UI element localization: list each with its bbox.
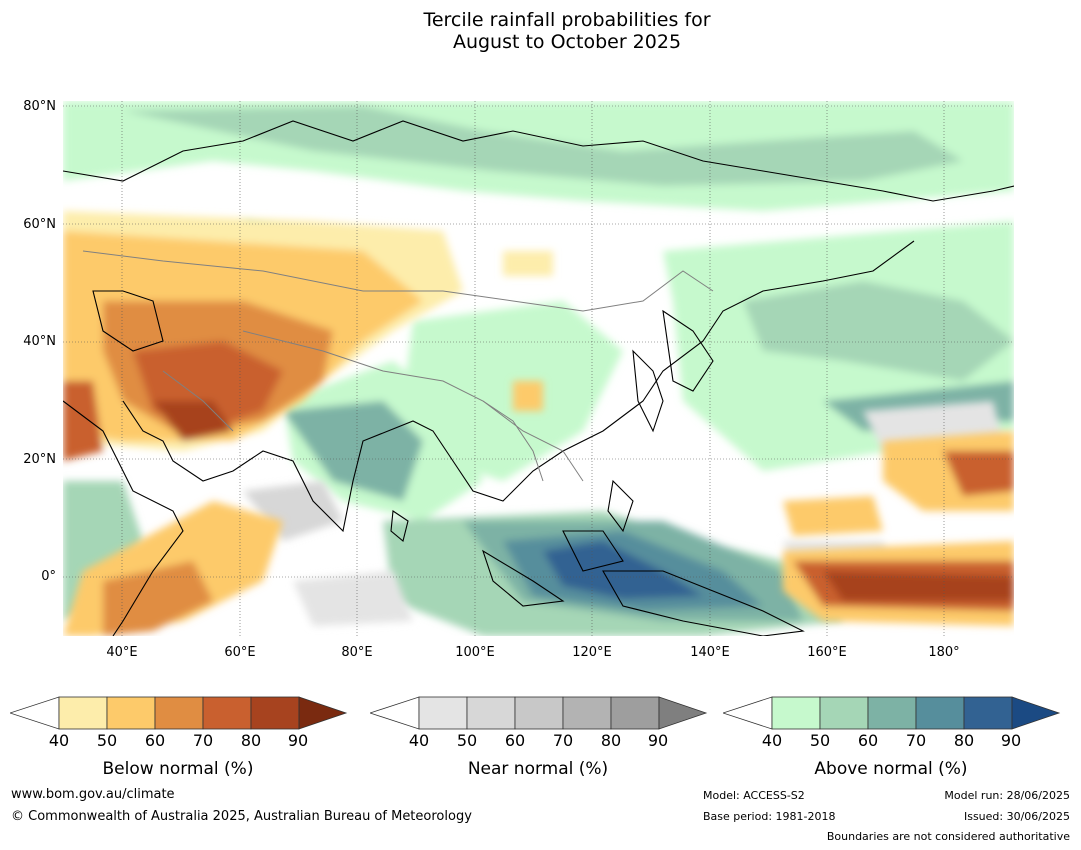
colorbar-min-extend bbox=[721, 696, 773, 730]
copyright: © Commonwealth of Australia 2025, Austra… bbox=[11, 809, 472, 824]
colorbar-bin bbox=[58, 696, 108, 730]
lon-label: 40°E bbox=[106, 645, 138, 660]
colorbar-near-normal bbox=[368, 696, 710, 734]
lat-label: 60°N bbox=[23, 217, 56, 232]
tick-label: 70 bbox=[552, 731, 574, 750]
model-info: Model: ACCESS-S2 bbox=[703, 789, 805, 802]
colorbar-bin bbox=[202, 696, 252, 730]
colorbar-bin bbox=[106, 696, 156, 730]
tick-label: 80 bbox=[600, 731, 622, 750]
colorbar-below-svg bbox=[8, 696, 348, 730]
lon-label: 180° bbox=[928, 645, 960, 660]
colorbar-near-title: Near normal (%) bbox=[467, 759, 609, 779]
colorbar-above-normal bbox=[721, 696, 1063, 734]
base-period: Base period: 1981-2018 bbox=[703, 810, 836, 823]
colorbar-below-ticks: 40 50 60 70 80 90 bbox=[10, 731, 350, 753]
tick-label: 40 bbox=[408, 731, 430, 750]
lon-label: 60°E bbox=[224, 645, 256, 660]
tick-label: 60 bbox=[857, 731, 879, 750]
colorbar-near-svg bbox=[368, 696, 708, 730]
colorbar-near-ticks: 40 50 60 70 80 90 bbox=[370, 731, 710, 753]
tick-label: 80 bbox=[953, 731, 975, 750]
colorbar-bin bbox=[466, 696, 516, 730]
lat-label: 40°N bbox=[23, 334, 56, 349]
colorbar-bin bbox=[610, 696, 660, 730]
map-title: Tercile rainfall probabilities for Augus… bbox=[0, 9, 1081, 53]
source-url: www.bom.gov.au/climate bbox=[11, 787, 175, 802]
tick-label: 50 bbox=[456, 731, 478, 750]
lat-label: 20°N bbox=[23, 452, 56, 467]
colorbar-above-svg bbox=[721, 696, 1061, 730]
colorbar-min-extend bbox=[368, 696, 420, 730]
tick-label: 50 bbox=[809, 731, 831, 750]
lon-label: 160°E bbox=[807, 645, 847, 660]
map-svg bbox=[62, 101, 1015, 637]
colorbar-max-extend bbox=[298, 696, 348, 730]
colorbar-bin bbox=[963, 696, 1013, 730]
tick-label: 60 bbox=[144, 731, 166, 750]
lon-label: 140°E bbox=[690, 645, 730, 660]
colorbar-below-normal bbox=[8, 696, 350, 734]
colorbar-below-title: Below normal (%) bbox=[102, 759, 254, 779]
lat-label: 80°N bbox=[23, 99, 56, 114]
tick-label: 80 bbox=[240, 731, 262, 750]
colorbar-min-extend bbox=[8, 696, 60, 730]
colorbar-above-title: Above normal (%) bbox=[814, 759, 968, 779]
colorbar-bin bbox=[915, 696, 965, 730]
tick-label: 70 bbox=[905, 731, 927, 750]
tick-label: 40 bbox=[761, 731, 783, 750]
country-borders bbox=[82, 250, 714, 482]
colorbar-above-ticks: 40 50 60 70 80 90 bbox=[723, 731, 1063, 753]
issued-date: Issued: 30/06/2025 bbox=[963, 810, 1070, 823]
lon-label: 100°E bbox=[455, 645, 495, 660]
below-normal-regions bbox=[63, 211, 1014, 636]
colorbar-bin bbox=[514, 696, 564, 730]
tick-label: 60 bbox=[504, 731, 526, 750]
model-run: Model run: 28/06/2025 bbox=[944, 789, 1070, 802]
coastlines bbox=[62, 120, 1015, 637]
lat-label: 0° bbox=[41, 569, 56, 584]
graticule bbox=[63, 101, 1014, 636]
lon-label: 80°E bbox=[341, 645, 373, 660]
colorbar-bin bbox=[154, 696, 204, 730]
disclaimer: Boundaries are not considered authoritat… bbox=[826, 830, 1070, 843]
colorbar-bin bbox=[418, 696, 468, 730]
probability-map bbox=[62, 101, 1015, 637]
tick-label: 70 bbox=[192, 731, 214, 750]
colorbar-bin bbox=[771, 696, 821, 730]
tick-label: 90 bbox=[647, 731, 669, 750]
colorbar-bin bbox=[250, 696, 300, 730]
title-line-1: Tercile rainfall probabilities for bbox=[423, 9, 711, 31]
tick-label: 90 bbox=[287, 731, 309, 750]
title-line-2: August to October 2025 bbox=[452, 31, 682, 53]
tick-label: 90 bbox=[1000, 731, 1022, 750]
tick-label: 40 bbox=[48, 731, 70, 750]
colorbar-bin bbox=[819, 696, 869, 730]
colorbar-bin bbox=[867, 696, 917, 730]
colorbar-bin bbox=[562, 696, 612, 730]
tick-label: 50 bbox=[96, 731, 118, 750]
lon-label: 120°E bbox=[572, 645, 612, 660]
colorbar-max-extend bbox=[1011, 696, 1061, 730]
colorbar-max-extend bbox=[658, 696, 708, 730]
